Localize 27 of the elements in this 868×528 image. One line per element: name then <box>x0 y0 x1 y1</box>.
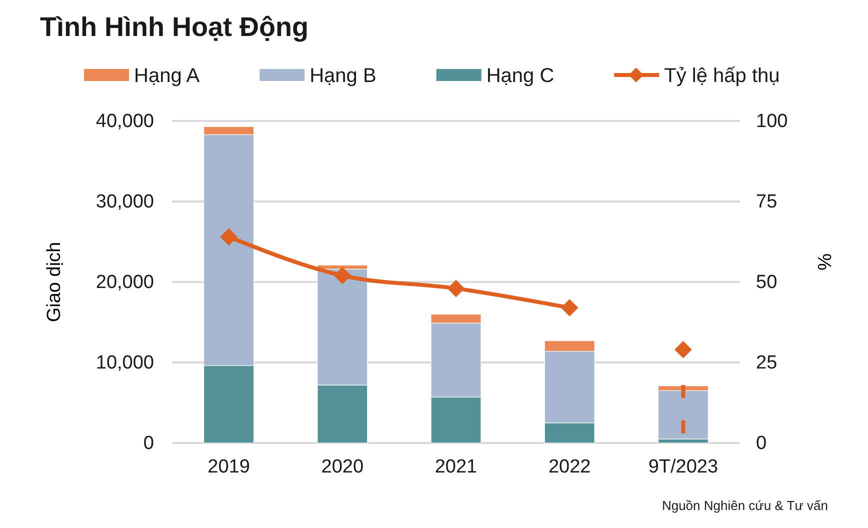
y-axis-title: Giao dịch <box>44 242 65 322</box>
legend-label: Hạng C <box>486 65 554 87</box>
x-tick-label: 2019 <box>208 456 250 478</box>
y2-tick-label: 50 <box>756 272 778 294</box>
x-tick-label: 9T/2023 <box>648 456 718 478</box>
chart-title: Tình Hình Hoạt Động <box>40 12 308 42</box>
x-tick-label: 2020 <box>321 456 364 478</box>
y2-tick-label: 0 <box>756 433 767 454</box>
x-tick-label: 2021 <box>434 456 478 478</box>
y2-tick-label: 100 <box>756 111 788 132</box>
y-tick-label: 40,000 <box>96 111 154 132</box>
y-tick-label: 30,000 <box>96 192 154 213</box>
point <box>447 280 465 298</box>
y-tick-label: 10,000 <box>96 352 154 374</box>
y2-tick-label: 75 <box>756 192 778 213</box>
legend-label: Hạng B <box>310 65 376 87</box>
y2-axis-title: % <box>813 254 834 271</box>
y-tick-label: 20,000 <box>96 272 154 294</box>
point <box>220 228 238 246</box>
legend-label: Hạng A <box>134 65 200 87</box>
x-tick-label: 2022 <box>548 456 591 478</box>
y-tick-label: 0 <box>143 433 154 454</box>
point <box>560 299 578 316</box>
point <box>334 266 352 284</box>
y2-tick-label: 25 <box>756 352 778 374</box>
text: Nguồn Nghiên cứu & Tư vấn <box>662 498 828 513</box>
legend-label: Tỷ lệ hấp thụ <box>664 65 780 87</box>
